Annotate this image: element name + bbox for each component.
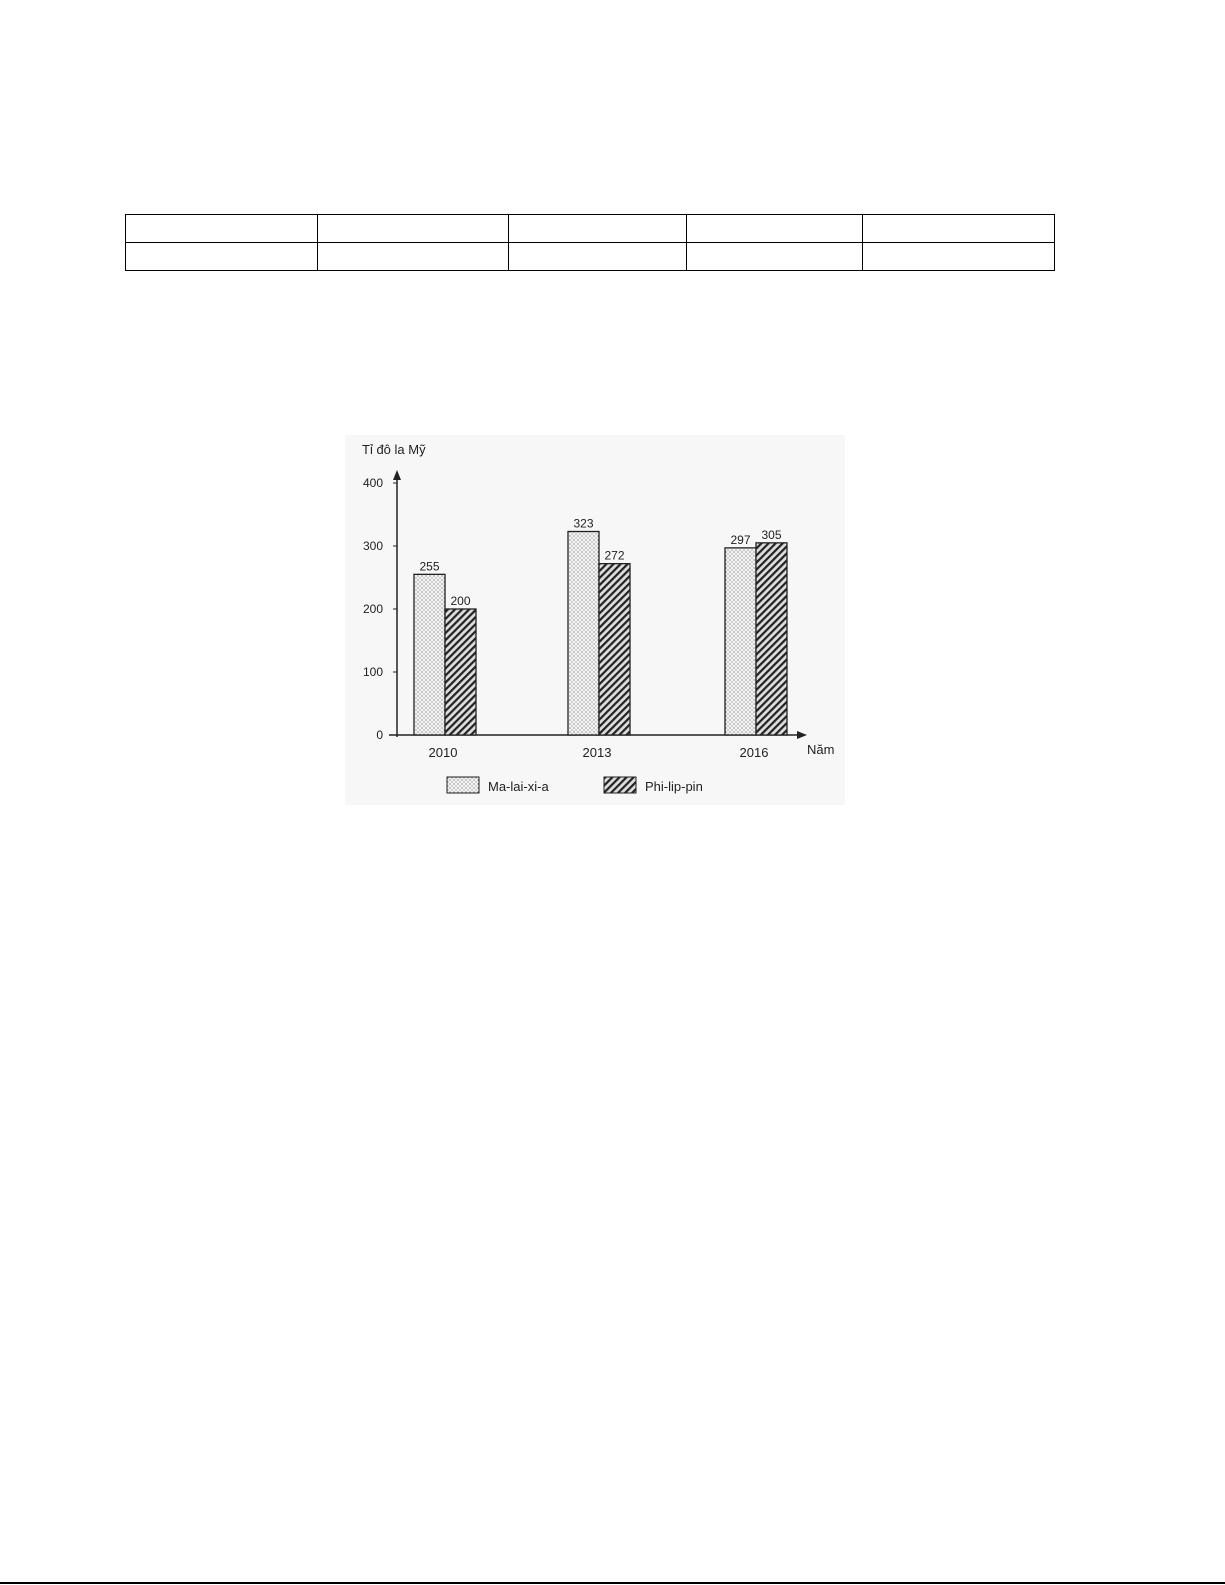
legend-swatch-phi-lip-pin (603, 776, 637, 794)
page-bottom-rule (0, 1582, 1225, 1584)
table-cell (125, 242, 318, 271)
data-label: 323 (573, 517, 593, 531)
table-cell (686, 242, 863, 271)
data-label: 305 (761, 528, 781, 542)
y-axis-label: Tỉ đô la Mỹ (362, 442, 426, 457)
empty-table (125, 214, 1055, 271)
data-label: 272 (604, 549, 624, 563)
y-axis-arrow (393, 470, 401, 480)
table-cell (686, 214, 863, 243)
table-cell (508, 214, 687, 243)
x-axis-arrow (797, 731, 807, 739)
legend-label-phi-lip-pin: Phi-lip-pin (645, 779, 703, 794)
x-tick-label: 2013 (583, 745, 612, 760)
bar-ma-lai-xi-a-2013 (567, 530, 600, 736)
legend-swatch-ma-lai-xi-a (446, 776, 480, 794)
x-axis-label: Năm (807, 742, 834, 757)
table-cell (508, 242, 687, 271)
y-tick-label: 300 (363, 539, 383, 553)
table-cell (125, 214, 318, 243)
legend-label-ma-lai-xi-a: Ma-lai-xi-a (488, 779, 549, 794)
bar-phi-lip-pin-2013 (598, 562, 631, 736)
data-label: 255 (419, 559, 439, 573)
table-cell (862, 214, 1055, 243)
table-row (125, 214, 1055, 243)
table-row (125, 242, 1055, 271)
bar-phi-lip-pin-2016 (755, 542, 788, 736)
bar-phi-lip-pin-2010 (444, 608, 477, 736)
data-label: 200 (450, 594, 470, 608)
y-tick-label: 400 (363, 476, 383, 490)
x-tick-label: 2010 (429, 745, 458, 760)
data-label: 297 (730, 533, 750, 547)
y-tick-label: 100 (363, 665, 383, 679)
x-tick-label: 2016 (740, 745, 769, 760)
table-cell (317, 242, 509, 271)
y-tick-label: 200 (363, 602, 383, 616)
bar-chart: 0 100 200 300 400 2010 255 200 2013 323 272 2016 297… (345, 435, 845, 805)
bar-ma-lai-xi-a-2016 (724, 547, 757, 736)
bar-ma-lai-xi-a-2010 (413, 573, 446, 736)
y-tick-label: 0 (376, 728, 383, 742)
table-cell (317, 214, 509, 243)
table-cell (862, 242, 1055, 271)
